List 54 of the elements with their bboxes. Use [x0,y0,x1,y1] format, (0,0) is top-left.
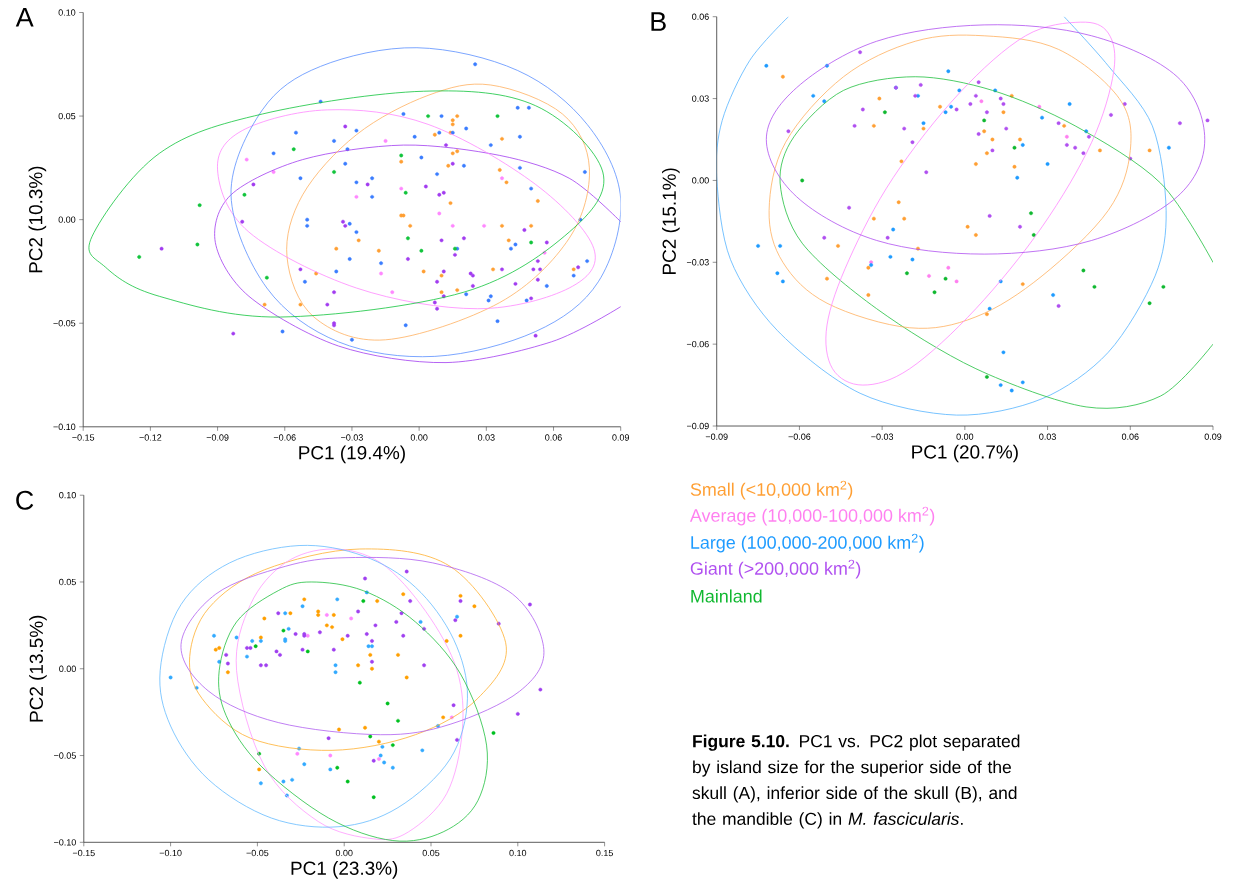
x-tick-label: 0.00 [335,849,353,857]
y-tick-label: 0.00 [58,216,76,223]
y-axis-title: PC2 (10.3%) [28,166,47,273]
y-tick-label: 0.05 [59,578,76,586]
x-tick-label: −0.15 [72,434,95,441]
x-tick-label: 0.10 [509,849,527,857]
y-tick-label: 0.00 [692,177,709,184]
y-tick-label: 0.05 [58,112,76,120]
y-tick-label: 0.10 [58,9,76,16]
y-axis-title: PC2 (13.5%) [29,615,47,722]
text: Small (<10,000 km$^{2}$) [690,480,853,500]
x-tick-label: 0.15 [596,849,613,857]
x-tick-label: −0.10 [159,849,182,857]
x-tick-label: −0.06 [273,434,296,441]
x-tick-label: −0.05 [246,849,269,857]
x-tick-label: 0.06 [1121,433,1139,440]
text: Giant (>200,000 km$^{2}$) [690,559,861,579]
x-tick-label: 0.09 [1204,433,1222,440]
x-tick-label: −0.15 [72,849,95,857]
x-axis-title: PC1 (23.3%) [291,861,398,879]
x-tick-label: −0.03 [871,433,894,440]
y-tick-label: −0.10 [54,839,76,846]
y-tick-label: −0.09 [686,422,709,430]
chart-title: A [15,8,34,27]
x-tick-label: −0.06 [788,433,811,440]
y-tick-label: −0.05 [54,752,76,759]
y-tick-label: 0.10 [59,492,76,499]
x-tick-label: −0.09 [206,434,229,441]
text: Mainland [691,589,762,603]
x-tick-label: 0.03 [477,434,495,441]
chart-title: C [16,490,34,510]
x-tick-label: 0.00 [956,433,974,440]
text: Figure 5.10. PC1 vs. PC2 plot separated by island size for the superior side of the skull (A), inferior side of the skull (B), and the mandible (C) in M. fascicularis. [692,734,1020,829]
text: Large (100,000-200,000 km$^{2}$) [691,533,924,553]
x-tick-label: −0.12 [139,434,162,441]
y-tick-label: 0.03 [692,95,709,102]
y-tick-label: 0.06 [692,13,709,20]
y-axis-title: PC2 (15.1%) [662,168,680,274]
y-tick-label: −0.06 [686,340,709,348]
y-tick-label: 0.00 [59,665,76,672]
x-tick-label: 0.00 [410,434,428,441]
x-tick-label: 0.09 [612,434,629,441]
y-tick-label: −0.03 [686,259,709,266]
x-tick-label: 0.03 [1039,433,1056,440]
x-tick-label: 0.05 [422,849,440,857]
x-tick-label: 0.06 [545,434,562,441]
text: Average (10,000-100,000 km$^{2}$) [689,506,935,526]
y-tick-label: −0.05 [53,320,76,327]
x-axis-title: PC1 (20.7%) [912,444,1018,463]
x-tick-label: −0.03 [341,434,363,441]
x-tick-label: −0.09 [705,433,728,440]
chart-title: B [651,12,666,31]
y-tick-label: −0.10 [53,423,76,430]
x-axis-title: PC1 (19.4%) [299,445,405,464]
